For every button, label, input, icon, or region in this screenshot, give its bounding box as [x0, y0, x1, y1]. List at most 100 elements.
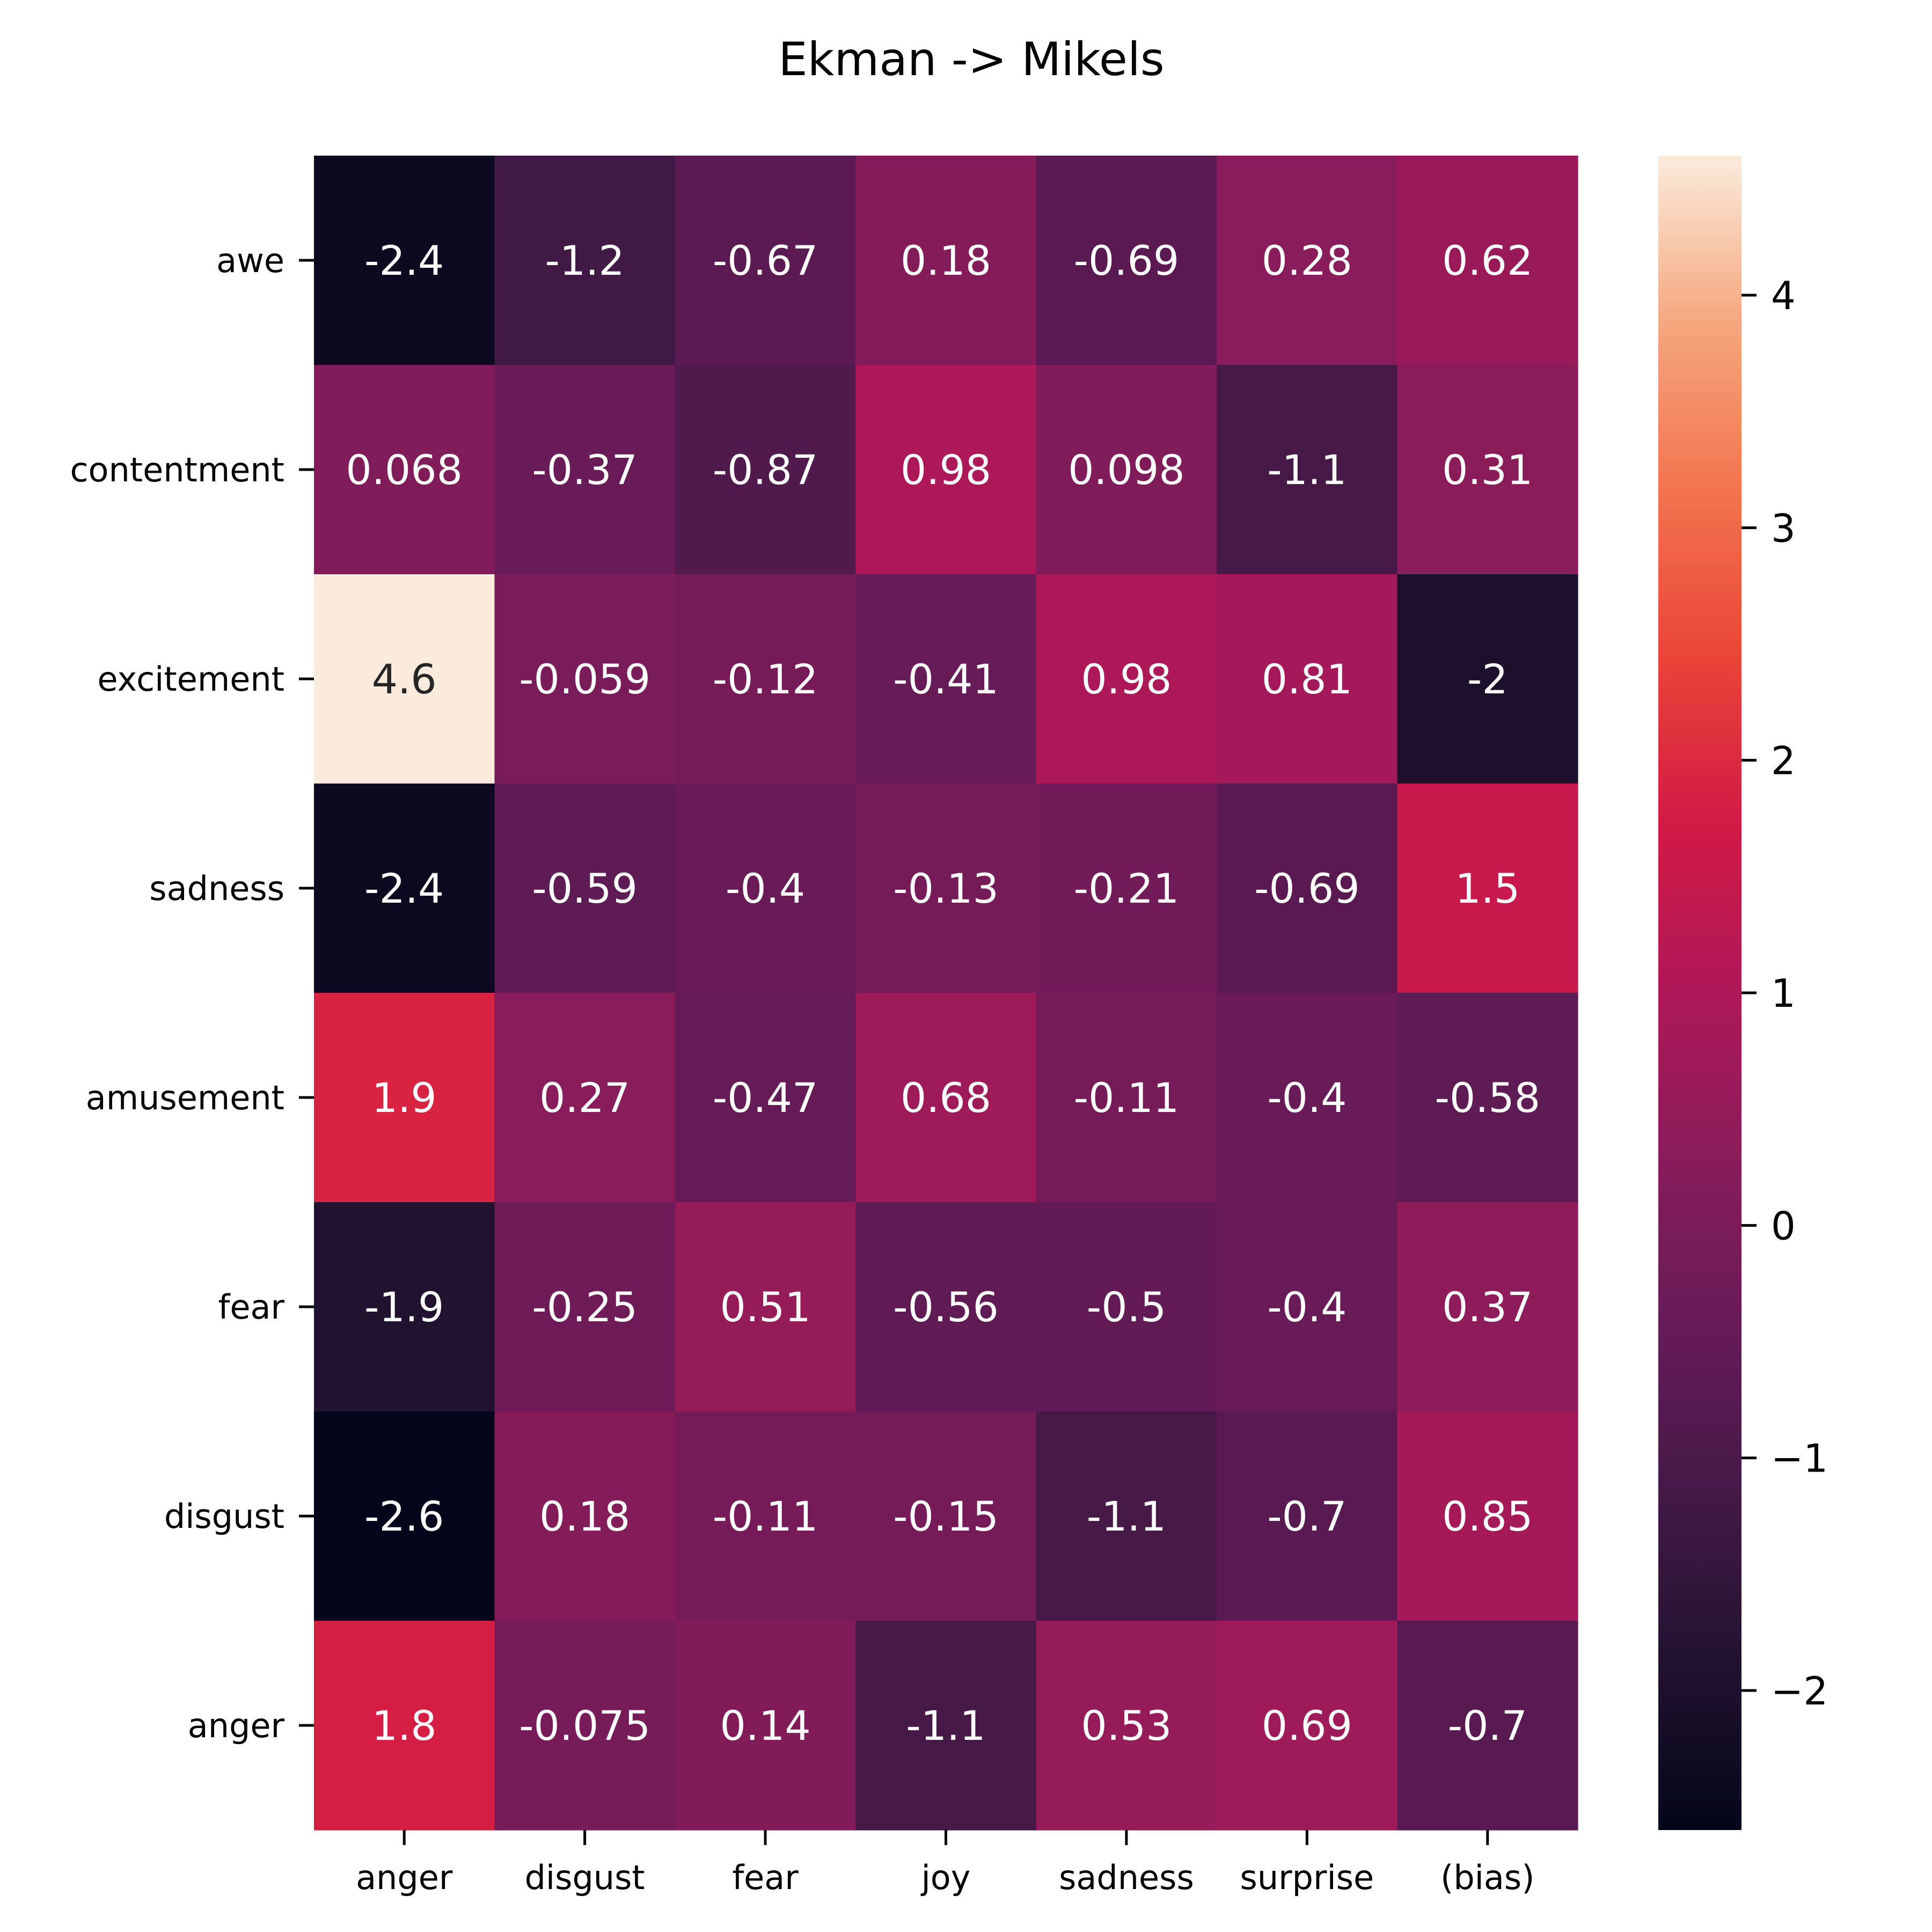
- cell-value-label: -0.11: [713, 1492, 818, 1540]
- heatmap-cell: [1397, 365, 1578, 575]
- cell-value-label: -1.2: [545, 237, 624, 284]
- heatmap-cell: [1036, 156, 1217, 365]
- colorbar-axis: −2 −1 0 1 2 3 4: [1741, 273, 1828, 1714]
- cell-value-label: 0.62: [1442, 237, 1533, 284]
- heatmap-cell: [1217, 365, 1398, 575]
- heatmap-cell: [1397, 156, 1578, 365]
- cell-value-label: -0.21: [1074, 865, 1180, 912]
- heatmap-cell: [855, 156, 1037, 365]
- x-tick-label: (bias): [1440, 1858, 1534, 1897]
- cell-value-label: -0.69: [1074, 237, 1180, 284]
- heatmap-cell: [494, 156, 676, 365]
- y-tick-label: awe: [216, 241, 284, 280]
- x-tick-label: fear: [732, 1858, 799, 1897]
- cell-value-label: 0.18: [901, 237, 991, 284]
- heatmap-cell: [675, 574, 856, 784]
- colorbar-tick-label: 4: [1771, 273, 1796, 318]
- colorbar-tick-label: 3: [1771, 506, 1796, 551]
- heatmap-cell-labels: -2.4 -1.2 -0.67 0.18 -0.69 0.28 0.62 0.068 -0.37…: [346, 237, 1540, 1750]
- cell-value-label: -1.9: [364, 1283, 444, 1331]
- heatmap-cell: [855, 1202, 1037, 1412]
- cell-value-label: -0.4: [1267, 1283, 1346, 1331]
- heatmap-cell: [675, 784, 856, 993]
- cell-value-label: 0.27: [539, 1074, 630, 1122]
- cell-value-label: -2: [1467, 655, 1508, 703]
- heatmap-cell: [1217, 156, 1398, 365]
- heatmap-cell: [1397, 784, 1578, 993]
- x-tick-label: surprise: [1240, 1858, 1374, 1897]
- y-tick-label: sadness: [149, 869, 284, 908]
- heatmap-cell: [1036, 574, 1217, 784]
- heatmap-cell: [1217, 1621, 1398, 1831]
- cell-value-label: 0.18: [539, 1492, 630, 1540]
- cell-value-label: 0.98: [1081, 655, 1172, 703]
- cell-value-label: 0.68: [901, 1074, 991, 1122]
- x-tick-label: sadness: [1059, 1858, 1194, 1897]
- heatmap-cell: [1397, 574, 1578, 784]
- heatmap-cell: [1036, 1411, 1217, 1621]
- heatmap-cell: [855, 365, 1037, 575]
- cell-value-label: -0.87: [713, 446, 818, 494]
- colorbar-tick-label: −2: [1771, 1668, 1828, 1714]
- cell-value-label: -0.11: [1074, 1074, 1180, 1122]
- chart-title: Ekman -> Mikels: [778, 33, 1164, 86]
- heatmap-cell: [494, 574, 676, 784]
- heatmap-cell: [314, 574, 495, 784]
- cell-value-label: -0.4: [726, 865, 805, 912]
- heatmap-cell: [1217, 574, 1398, 784]
- y-tick-label: contentment: [70, 450, 284, 489]
- heatmap-cell: [314, 365, 495, 575]
- heatmap-cell: [1397, 1621, 1578, 1831]
- cell-value-label: -1.1: [1267, 446, 1346, 494]
- cell-value-label: 0.85: [1442, 1492, 1533, 1540]
- heatmap-cell: [494, 1202, 676, 1412]
- colorbar-tick-label: 2: [1771, 738, 1796, 784]
- cell-value-label: -0.56: [893, 1283, 999, 1331]
- cell-value-label: 0.098: [1068, 446, 1185, 494]
- heatmap-cell: [675, 1411, 856, 1621]
- x-axis: anger disgust fear joy sadness surprise (bias): [356, 1830, 1534, 1897]
- cell-value-label: -0.13: [893, 865, 999, 912]
- heatmap-cell: [494, 993, 676, 1203]
- colorbar-tick-label: 1: [1771, 971, 1796, 1016]
- cell-value-label: -2.4: [364, 237, 444, 284]
- y-axis: awe contentment excitement sadness amusement…: [70, 241, 314, 1745]
- cell-value-label: 4.6: [372, 655, 437, 703]
- cell-value-label: -0.69: [1254, 865, 1360, 912]
- x-tick-label: disgust: [525, 1858, 645, 1897]
- heatmap-cell: [1036, 365, 1217, 575]
- heatmap-cell: [314, 1411, 495, 1621]
- heatmap-cell: [675, 993, 856, 1203]
- x-tick-label: joy: [920, 1858, 971, 1897]
- cell-value-label: -0.5: [1087, 1283, 1166, 1331]
- heatmap-cell: [855, 574, 1037, 784]
- cell-value-label: 0.81: [1262, 655, 1352, 703]
- heatmap-cell: [855, 993, 1037, 1203]
- cell-value-label: 0.31: [1442, 446, 1533, 494]
- heatmap-cell: [1036, 993, 1217, 1203]
- cell-value-label: -0.59: [532, 865, 638, 912]
- cell-value-label: 0.98: [901, 446, 991, 494]
- cell-value-label: 0.51: [720, 1283, 810, 1331]
- cell-value-label: -0.15: [893, 1492, 999, 1540]
- cell-value-label: 0.53: [1081, 1702, 1172, 1750]
- heatmap-cell: [1397, 1202, 1578, 1412]
- heatmap-cell: [855, 1411, 1037, 1621]
- heatmap-cell: [314, 1621, 495, 1831]
- heatmap-cell: [1397, 993, 1578, 1203]
- y-tick-label: disgust: [164, 1497, 284, 1536]
- cell-value-label: -1.1: [1087, 1492, 1166, 1540]
- heatmap-cell: [1397, 1411, 1578, 1621]
- cell-value-label: -1.1: [906, 1702, 985, 1750]
- cell-value-label: 0.69: [1262, 1702, 1352, 1750]
- heatmap-cell: [1217, 1411, 1398, 1621]
- cell-value-label: -0.67: [713, 237, 818, 284]
- cell-value-label: -0.58: [1435, 1074, 1540, 1122]
- cell-value-label: -0.47: [713, 1074, 818, 1122]
- heatmap-cell: [855, 1621, 1037, 1831]
- cell-value-label: -0.7: [1448, 1702, 1527, 1750]
- colorbar: [1658, 156, 1741, 1830]
- heatmap-cell: [494, 1621, 676, 1831]
